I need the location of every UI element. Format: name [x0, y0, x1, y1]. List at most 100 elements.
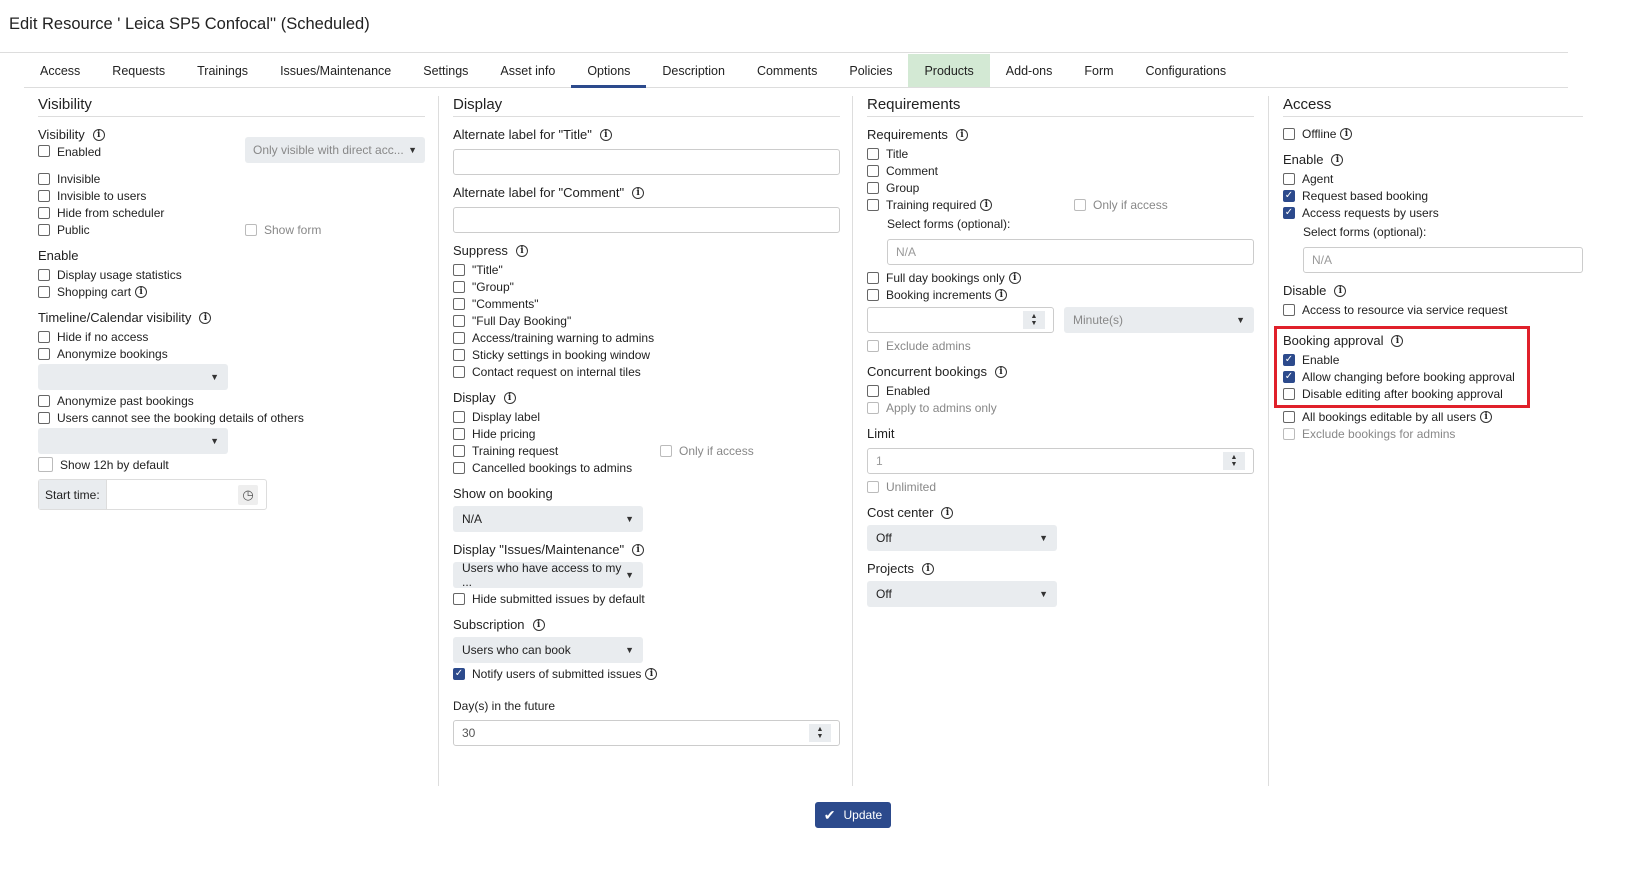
info-icon[interactable]: i — [632, 187, 645, 199]
info-icon[interactable]: i — [955, 129, 968, 141]
text-input[interactable]: N/A — [887, 239, 1254, 265]
tab-access[interactable]: Access — [40, 64, 81, 78]
checkbox[interactable]: ✓ — [1283, 206, 1295, 219]
checkbox[interactable] — [38, 330, 50, 343]
checkbox[interactable] — [38, 347, 50, 360]
checkbox[interactable] — [453, 444, 465, 457]
checkbox-public[interactable]: Public Show form — [38, 221, 425, 238]
checkbox-only-if-access[interactable]: Only if access — [1074, 196, 1168, 213]
update-button[interactable]: ✔ Update — [815, 802, 891, 828]
checkbox-exclude-admins[interactable]: Exclude admins — [867, 337, 1254, 354]
checkbox[interactable] — [867, 384, 879, 397]
checkbox[interactable] — [38, 285, 50, 298]
checkbox-notify-users-of-submitted-issues[interactable]: ✓ Notify users of submitted issues i — [453, 665, 840, 682]
info-icon[interactable]: i — [941, 507, 954, 519]
tab-configurations[interactable]: Configurations — [1145, 64, 1227, 78]
checkbox-invisible[interactable]: Invisible — [38, 170, 425, 187]
info-icon[interactable]: i — [1334, 285, 1347, 297]
checkbox[interactable]: ✓ — [1283, 189, 1295, 202]
checkbox-exclude-bookings-for-admins[interactable]: Exclude bookings for admins — [1283, 425, 1583, 442]
info-icon[interactable]: i — [1480, 410, 1493, 423]
checkbox-training-request[interactable]: Training request Only if access — [453, 442, 840, 459]
info-icon[interactable]: i — [532, 619, 545, 631]
select-dropdown[interactable]: ▼ — [38, 364, 228, 390]
spinner-icon[interactable]: ▲ ▼ — [809, 724, 831, 742]
checkbox-hide-from-scheduler[interactable]: Hide from scheduler — [38, 204, 425, 221]
visibility-select[interactable]: Only visible with direct acc... ▼ — [245, 137, 425, 163]
tab-description[interactable]: Description — [662, 64, 725, 78]
info-icon[interactable]: i — [980, 198, 993, 211]
checkbox-anonymize-past-bookings[interactable]: Anonymize past bookings — [38, 392, 425, 409]
checkbox-anonymize-bookings[interactable]: Anonymize bookings — [38, 345, 425, 362]
checkbox-access-training-warning-to-admins[interactable]: Access/training warning to admins — [453, 329, 840, 346]
checkbox-training-required[interactable]: Training required i Only if access — [867, 196, 1254, 213]
checkbox[interactable] — [38, 268, 50, 281]
checkbox[interactable] — [867, 271, 879, 284]
checkbox-contact-request-on-internal-tiles[interactable]: Contact request on internal tiles — [453, 363, 840, 380]
checkbox-enabled[interactable]: Enabled Only visible with direct acc... ▼ — [38, 137, 425, 170]
checkbox-full-day-bookings-only[interactable]: Full day bookings only i — [867, 269, 1254, 286]
checkbox[interactable] — [1283, 303, 1295, 316]
checkbox[interactable]: ✓ — [453, 667, 465, 680]
start-time-input[interactable]: Start time: ◷ — [38, 479, 267, 510]
checkbox-sticky-settings-in-booking-window[interactable]: Sticky settings in booking window — [453, 346, 840, 363]
tab-asset-info[interactable]: Asset info — [500, 64, 556, 78]
checkbox-display-label[interactable]: Display label — [453, 408, 840, 425]
checkbox[interactable] — [38, 394, 50, 407]
checkbox-allow-changing-before-booking-approval[interactable]: ✓ Allow changing before booking approval — [1283, 368, 1521, 385]
checkbox[interactable] — [867, 288, 879, 301]
checkbox-unlimited[interactable]: Unlimited — [867, 478, 1254, 495]
checkbox[interactable] — [867, 480, 879, 493]
select-dropdown[interactable]: Users who have access to my ... ▼ — [453, 561, 643, 589]
checkbox-full-day-booking[interactable]: "Full Day Booking" — [453, 312, 840, 329]
checkbox-group[interactable]: Group — [867, 179, 1254, 196]
tab-trainings[interactable]: Trainings — [197, 64, 249, 78]
checkbox[interactable] — [660, 444, 672, 457]
checkbox[interactable] — [453, 461, 465, 474]
checkbox-enabled[interactable]: Enabled — [867, 382, 1254, 399]
info-icon[interactable]: i — [921, 563, 934, 575]
spinner-icon[interactable]: ▲ ▼ — [1223, 452, 1245, 470]
checkbox-disable-editing-after-booking-approval[interactable]: Disable editing after booking approval — [1283, 385, 1521, 402]
tab-policies[interactable]: Policies — [849, 64, 893, 78]
checkbox[interactable] — [38, 223, 50, 236]
checkbox[interactable] — [453, 263, 465, 276]
info-icon[interactable]: i — [503, 392, 516, 404]
checkbox-access-requests-by-users[interactable]: ✓ Access requests by users — [1283, 204, 1583, 221]
checkbox[interactable] — [453, 410, 465, 423]
checkbox[interactable] — [1283, 172, 1295, 185]
checkbox-offline[interactable]: Offline i — [1283, 125, 1583, 142]
checkbox[interactable]: ✓ — [1283, 370, 1295, 383]
info-icon[interactable]: i — [515, 245, 528, 257]
info-icon[interactable]: i — [1391, 335, 1404, 347]
checkbox-cancelled-bookings-to-admins[interactable]: Cancelled bookings to admins — [453, 459, 840, 476]
info-icon[interactable]: i — [1340, 127, 1353, 140]
info-icon[interactable]: i — [92, 129, 105, 141]
checkbox[interactable] — [1283, 410, 1295, 423]
checkbox[interactable] — [38, 189, 50, 202]
checkbox[interactable] — [38, 145, 50, 157]
checkbox-group[interactable]: "Group" — [453, 278, 840, 295]
tab-products[interactable]: Products — [908, 54, 990, 87]
checkbox[interactable] — [38, 411, 50, 424]
increment-unit-select[interactable]: Minute(s) ▼ — [1064, 307, 1254, 333]
select-dropdown[interactable]: ▼ — [38, 428, 228, 454]
tab-add-ons[interactable]: Add-ons — [1005, 64, 1053, 78]
checkbox[interactable] — [453, 331, 465, 344]
info-icon[interactable]: i — [1008, 271, 1021, 284]
checkbox[interactable] — [453, 297, 465, 310]
info-icon[interactable]: i — [135, 285, 148, 298]
select-dropdown[interactable]: N/A ▼ — [453, 506, 643, 532]
text-input[interactable] — [453, 149, 840, 175]
info-icon[interactable]: i — [1331, 154, 1344, 166]
checkbox[interactable] — [867, 339, 879, 352]
number-input[interactable]: 1 ▲ ▼ — [867, 448, 1254, 474]
checkbox[interactable] — [1283, 127, 1295, 140]
checkbox[interactable] — [453, 427, 465, 440]
info-icon[interactable]: i — [632, 544, 645, 556]
checkbox[interactable] — [38, 172, 50, 185]
tab-settings[interactable]: Settings — [423, 64, 469, 78]
checkbox[interactable] — [867, 401, 879, 414]
checkbox-comments[interactable]: "Comments" — [453, 295, 840, 312]
tab-issues-maintenance[interactable]: Issues/Maintenance — [280, 64, 392, 78]
